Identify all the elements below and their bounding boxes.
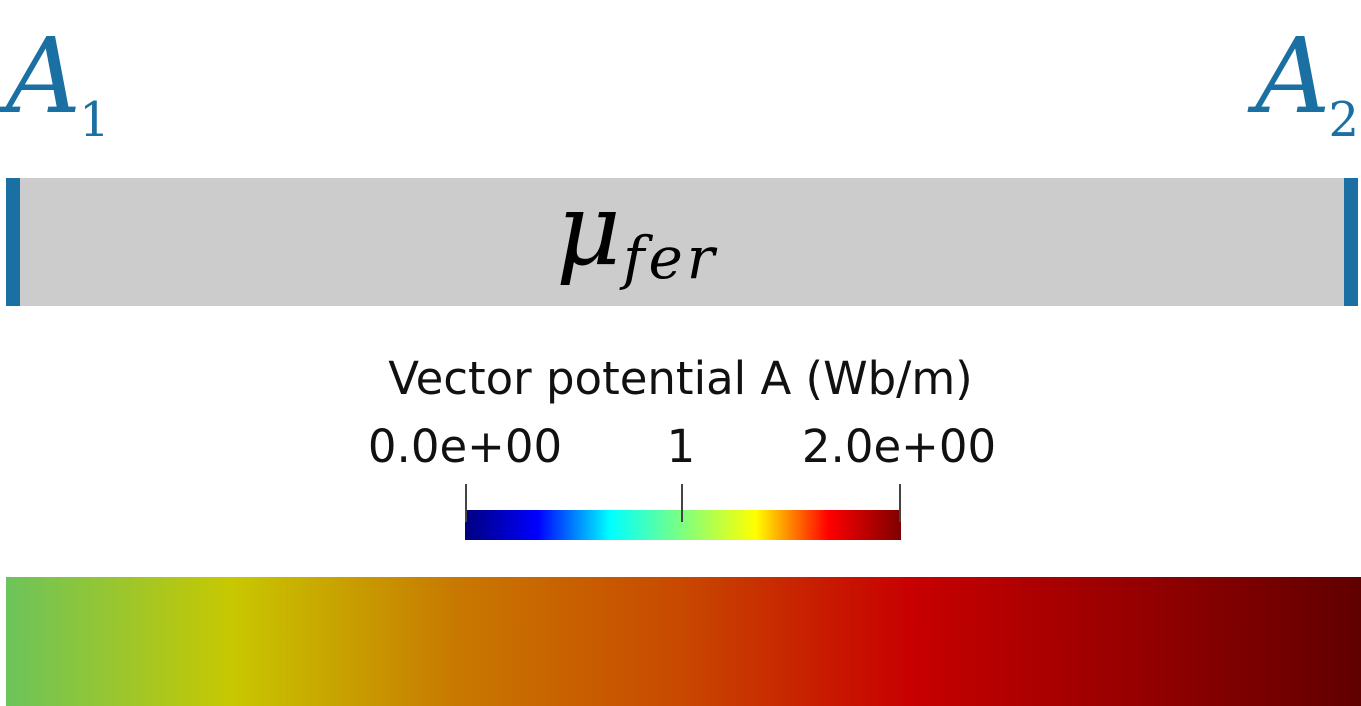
material-symbol: μ: [556, 171, 621, 288]
field-solution-strip: [6, 577, 1361, 706]
legend-tick-line-max: [899, 484, 901, 522]
label-a1: A1: [6, 24, 110, 144]
boundary-edge-left: [6, 178, 20, 306]
legend-colorbar: [465, 484, 901, 540]
label-a2-subscript: 2: [1328, 92, 1359, 148]
label-a2: A2: [1255, 24, 1359, 144]
legend-title: Vector potential A (Wb/m): [388, 352, 973, 405]
legend-tick-line-mid: [681, 484, 683, 522]
material-bar: [6, 178, 1358, 306]
legend-tick-label-min: 0.0e+00: [367, 420, 563, 473]
colorbar-gradient: [465, 510, 901, 540]
boundary-edge-right: [1344, 178, 1358, 306]
label-a2-symbol: A: [1255, 15, 1331, 137]
label-a1-symbol: A: [6, 15, 82, 137]
material-subscript: fer: [623, 224, 719, 292]
legend-tick-label-mid: 1: [666, 420, 696, 473]
label-a1-subscript: 1: [79, 92, 110, 148]
legend-tick-line-min: [465, 484, 467, 522]
material-label: μfer: [556, 180, 719, 288]
legend-tick-label-max: 2.0e+00: [801, 420, 997, 473]
